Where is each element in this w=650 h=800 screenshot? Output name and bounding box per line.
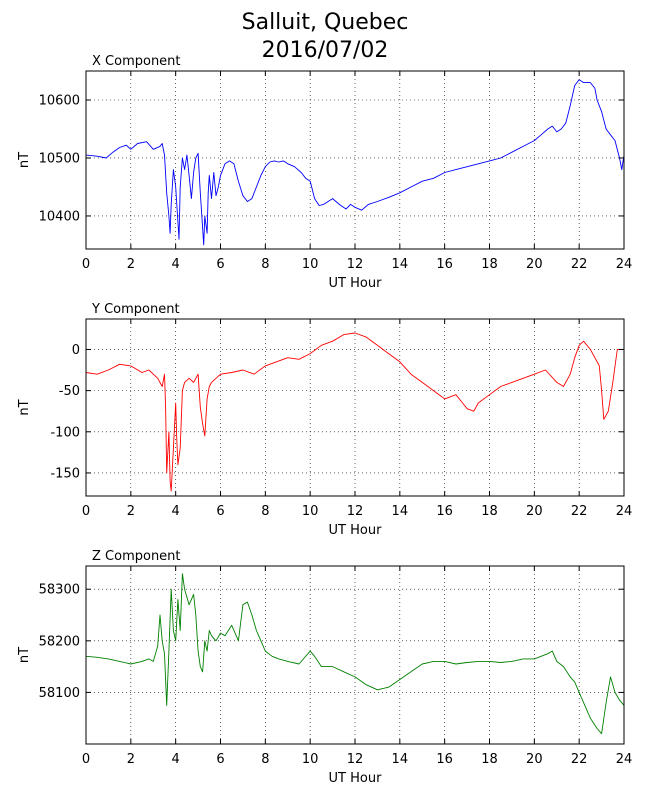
- y-tick-label: 58100: [39, 686, 80, 701]
- x-tick-label: 22: [571, 752, 588, 767]
- x-tick-label: 16: [436, 752, 453, 767]
- x-tick-label: 12: [347, 257, 364, 272]
- x-tick-label: 2: [127, 504, 135, 519]
- x-tick-label: 4: [172, 257, 180, 272]
- y-tick-label: 10500: [39, 151, 80, 166]
- x-tick-label: 2: [127, 752, 135, 767]
- y-tick-label: 58200: [39, 634, 80, 649]
- x-tick-label: 16: [436, 257, 453, 272]
- x-tick-label: 18: [481, 257, 498, 272]
- x-tick-label: 4: [172, 504, 180, 519]
- x-tick-label: 6: [216, 752, 224, 767]
- y-tick-label: 10400: [39, 209, 80, 224]
- x-tick-label: 18: [481, 504, 498, 519]
- x-tick-label: 16: [436, 504, 453, 519]
- x-tick-label: 8: [261, 504, 269, 519]
- x-tick-label: 6: [216, 257, 224, 272]
- y-tick-label: 10600: [39, 93, 80, 108]
- y-tick-label: -100: [50, 425, 80, 440]
- x-tick-label: 24: [616, 752, 633, 767]
- x-tick-label: 12: [347, 752, 364, 767]
- y-tick-label: 0: [72, 343, 80, 358]
- series-line-1: [85, 332, 624, 492]
- chart-title-line-2: 2016/07/02: [261, 38, 389, 63]
- x-tick-label: 12: [347, 504, 364, 519]
- x-tick-label: 0: [82, 752, 90, 767]
- x-tick-label: 4: [172, 752, 180, 767]
- x-tick-label: 18: [481, 752, 498, 767]
- x-tick-label: 0: [82, 257, 90, 272]
- x-tick-label: 24: [616, 504, 633, 519]
- x-axis-label: UT Hour: [329, 771, 383, 786]
- chart-title-line-1: Salluit, Quebec: [241, 10, 409, 35]
- x-tick-label: 8: [261, 257, 269, 272]
- y-axis-label: nT: [17, 399, 32, 415]
- x-tick-label: 8: [261, 752, 269, 767]
- panel-title: Z Component: [92, 549, 181, 564]
- x-tick-label: 20: [526, 752, 543, 767]
- panel-title: Y Component: [91, 302, 180, 317]
- y-axis-label: nT: [17, 152, 32, 168]
- x-axis-label: UT Hour: [329, 523, 383, 538]
- x-tick-label: 10: [302, 257, 319, 272]
- y-axis-label: nT: [17, 647, 32, 663]
- x-tick-label: 22: [571, 257, 588, 272]
- x-tick-label: 20: [526, 257, 543, 272]
- x-tick-label: 20: [526, 504, 543, 519]
- x-tick-label: 24: [616, 257, 633, 272]
- series-line-1: [85, 573, 625, 735]
- panel-title: X Component: [92, 54, 181, 69]
- y-tick-label: -150: [50, 466, 80, 481]
- y-tick-label: 58300: [39, 583, 80, 598]
- y-tick-label: -50: [59, 384, 80, 399]
- x-tick-label: 14: [392, 504, 409, 519]
- x-tick-label: 2: [127, 257, 135, 272]
- x-tick-label: 10: [302, 504, 319, 519]
- x-tick-label: 22: [571, 504, 588, 519]
- x-tick-label: 14: [392, 752, 409, 767]
- series-line-1: [85, 79, 625, 246]
- x-axis-label: UT Hour: [329, 276, 383, 291]
- x-tick-label: 0: [82, 504, 90, 519]
- x-tick-label: 10: [302, 752, 319, 767]
- x-tick-label: 6: [216, 504, 224, 519]
- x-tick-label: 14: [392, 257, 409, 272]
